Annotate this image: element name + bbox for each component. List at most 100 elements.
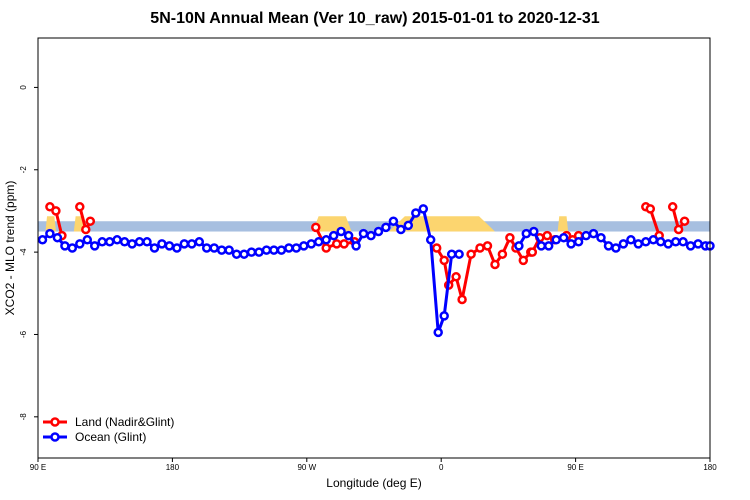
data-point — [482, 241, 493, 251]
data-point — [633, 239, 644, 249]
legend-swatch-marker — [50, 432, 60, 442]
data-point — [276, 245, 287, 255]
x-tick-label: 180 — [703, 463, 717, 472]
data-point — [239, 249, 249, 259]
data-point — [626, 235, 636, 245]
data-point — [551, 235, 561, 245]
data-point — [134, 237, 145, 247]
data-point — [611, 243, 621, 253]
data-point — [603, 241, 614, 251]
data-point — [439, 311, 449, 321]
data-point — [216, 245, 227, 255]
data-point — [358, 228, 369, 239]
data-point — [60, 241, 70, 251]
legend-label: Ocean (Glint) — [75, 430, 146, 444]
data-point — [45, 202, 55, 212]
data-point — [336, 226, 346, 237]
data-point — [679, 216, 690, 226]
data-point — [588, 228, 599, 239]
legend-label: Land (Nadir&Glint) — [75, 415, 174, 429]
highlight-region — [388, 216, 495, 232]
data-point — [179, 239, 190, 249]
data-point — [112, 235, 122, 245]
data-point — [648, 235, 659, 245]
data-point — [667, 202, 678, 212]
data-point — [641, 237, 651, 247]
data-point — [313, 237, 324, 247]
data-point — [581, 230, 591, 241]
data-point — [119, 237, 130, 247]
data-point — [261, 245, 272, 255]
data-point — [157, 239, 167, 249]
data-point — [381, 222, 391, 233]
data-point — [231, 249, 242, 259]
data-point — [645, 204, 656, 214]
data-point — [321, 235, 331, 245]
y-tick-label: -6 — [19, 330, 28, 338]
data-point — [321, 243, 331, 253]
legend: Land (Nadir&Glint)Ocean (Glint) — [43, 415, 174, 444]
x-tick-label: 90 E — [567, 463, 583, 472]
data-point — [284, 243, 294, 253]
y-tick-label: -8 — [19, 413, 28, 421]
data-point — [254, 247, 264, 257]
data-point — [514, 241, 524, 251]
data-point — [655, 237, 666, 247]
data-point — [457, 294, 467, 305]
data-point — [618, 239, 629, 249]
data-point — [529, 226, 539, 237]
data-point — [521, 228, 532, 239]
data-point — [439, 255, 449, 266]
data-point — [670, 237, 681, 247]
data-point — [127, 239, 137, 249]
data-point — [433, 327, 443, 338]
data-point — [75, 239, 85, 249]
data-point — [142, 237, 152, 247]
data-point — [685, 241, 696, 251]
data-point — [431, 243, 442, 253]
data-point — [67, 243, 78, 253]
data-point — [543, 241, 554, 251]
y-tick-label: -2 — [19, 166, 28, 174]
data-point — [663, 239, 673, 249]
data-point — [673, 224, 684, 235]
data-point — [411, 208, 421, 218]
data-point — [536, 241, 547, 251]
data-point — [306, 239, 317, 249]
x-tick-label: 90 E — [30, 463, 46, 472]
data-point — [693, 239, 703, 249]
y-tick-label: -4 — [19, 248, 28, 256]
x-axis-label: Longitude (deg E) — [326, 476, 421, 490]
data-point — [75, 202, 85, 212]
data-point — [37, 235, 48, 245]
data-point — [451, 272, 461, 282]
data-point — [425, 235, 436, 245]
data-point — [291, 243, 302, 253]
plot-frame — [37, 37, 711, 459]
highlight-region — [557, 216, 569, 232]
data-point — [331, 239, 342, 249]
y-tick-label: 0 — [19, 85, 28, 90]
data-point — [490, 259, 500, 270]
data-point — [299, 241, 309, 251]
data-point — [149, 243, 160, 253]
data-point — [403, 220, 414, 231]
data-point — [566, 239, 576, 249]
data-point — [97, 237, 107, 247]
data-point — [51, 206, 61, 216]
data-point — [224, 245, 234, 255]
data-point — [466, 249, 476, 259]
data-point — [269, 245, 279, 255]
data-point — [172, 243, 182, 253]
x-tick-label: 0 — [439, 463, 444, 472]
data-point — [596, 232, 606, 243]
data-point — [542, 230, 552, 241]
data-point — [187, 239, 197, 249]
chart-title: 5N-10N Annual Mean (Ver 10_raw) 2015-01-… — [150, 10, 600, 27]
data-point — [505, 232, 515, 243]
data-point — [446, 249, 457, 259]
data-point — [366, 230, 376, 241]
legend-swatch-marker — [50, 417, 60, 427]
x-tick-label: 90 W — [297, 463, 316, 472]
